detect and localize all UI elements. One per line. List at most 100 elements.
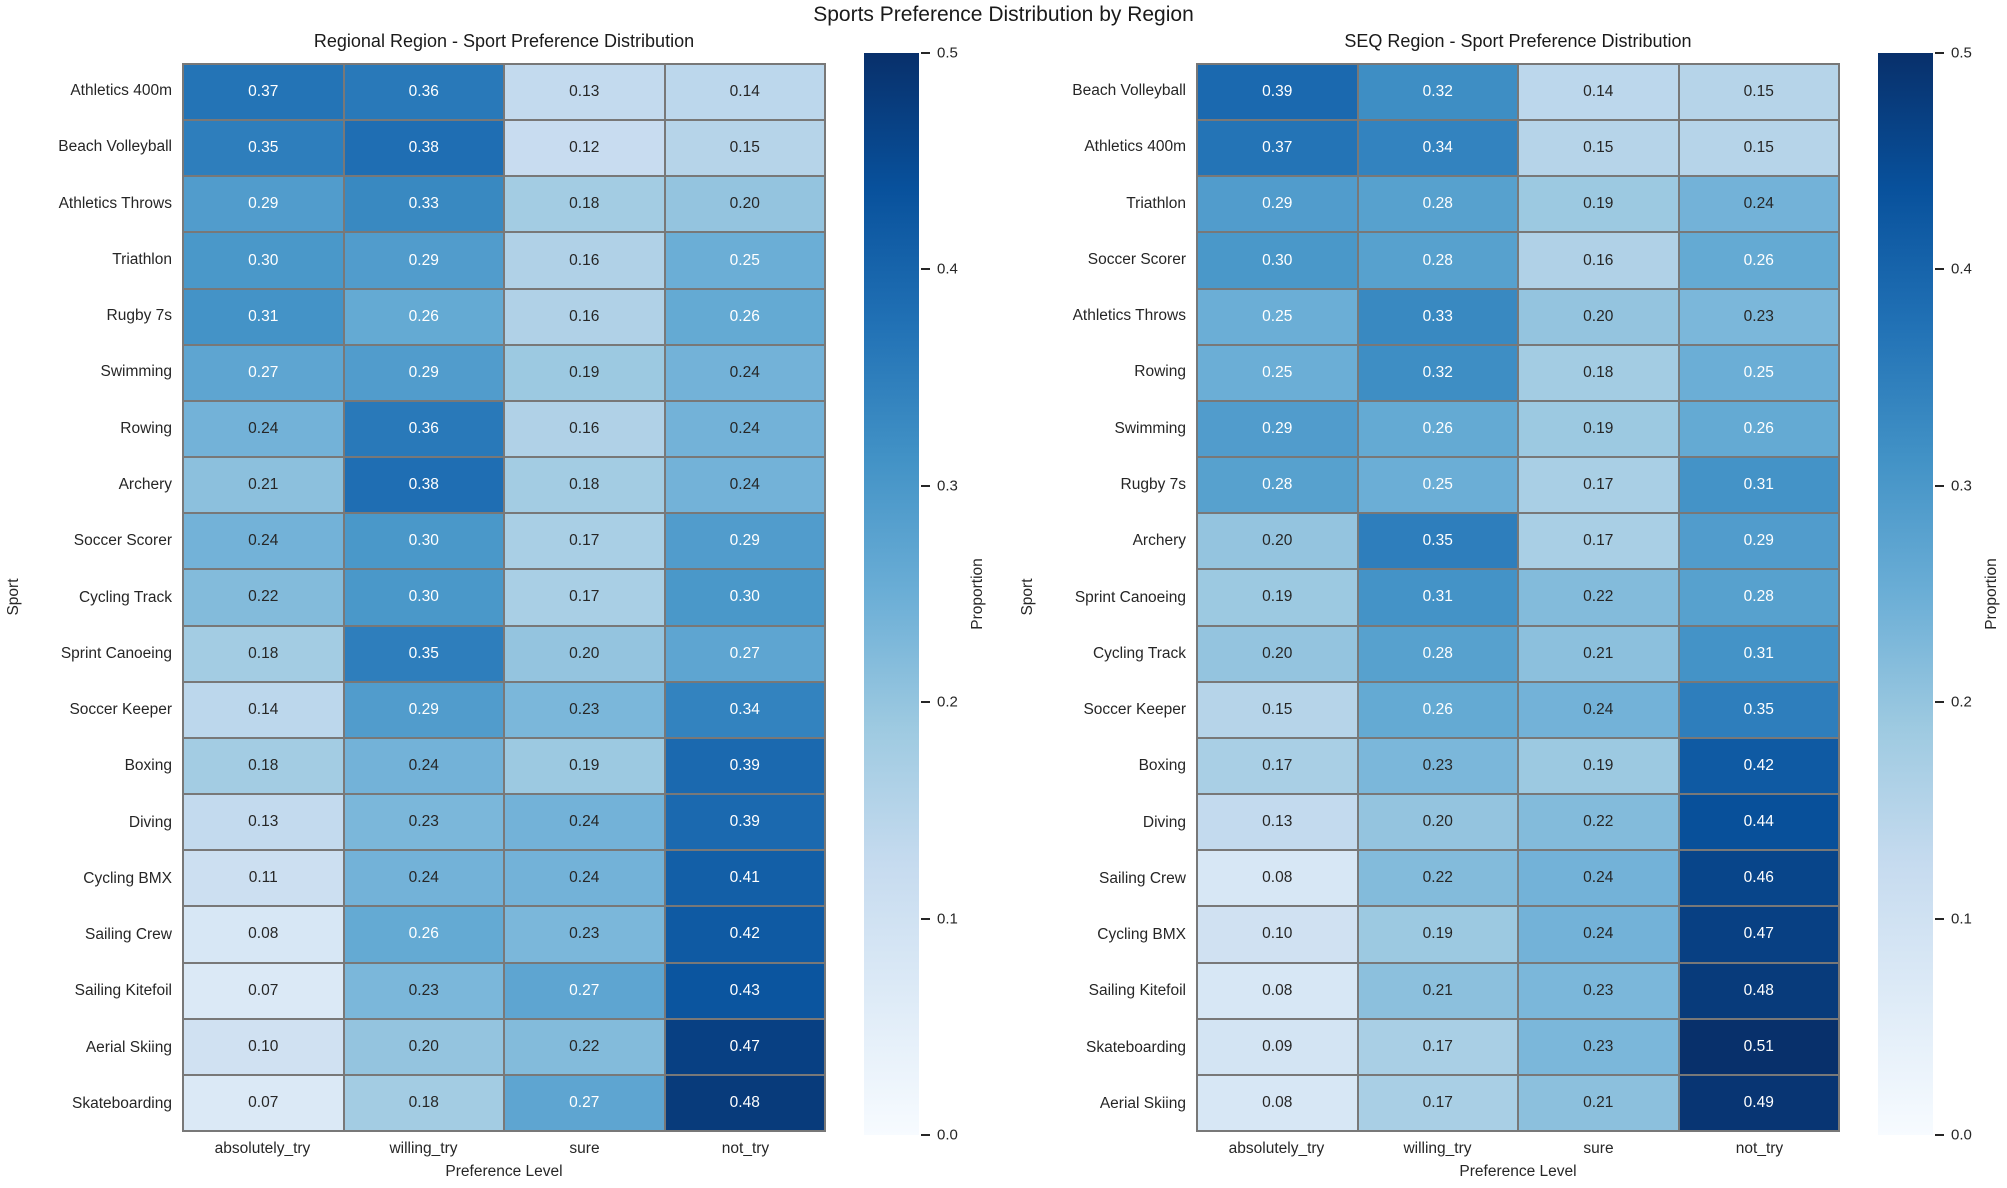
heatmap-cell: 0.17 — [505, 570, 664, 625]
heatmap-cell: 0.17 — [1198, 738, 1357, 794]
heatmap-cell: 0.29 — [1198, 177, 1357, 232]
colorbar — [1878, 53, 1933, 1135]
heatmap-cell: 0.36 — [344, 65, 503, 120]
heatmap-cell: 0.39 — [1198, 65, 1357, 120]
heatmap-cell: 0.24 — [665, 401, 824, 457]
colorbar-tick-mark — [1935, 484, 1944, 487]
heatmap-cell: 0.33 — [1358, 289, 1517, 344]
colorbar-tick-mark — [1935, 52, 1944, 54]
heatmap-cell: 0.39 — [665, 738, 824, 794]
row-label: Sailing Kitefoil — [74, 982, 172, 1000]
heatmap-cell: 0.20 — [1519, 289, 1678, 344]
row-label: Sprint Canoeing — [60, 644, 172, 662]
heatmap-cell: 0.18 — [505, 458, 664, 513]
colorbar-tick-label: 0.1 — [937, 910, 958, 928]
heatmap-cell: 0.20 — [1198, 514, 1357, 569]
heatmap-cell: 0.14 — [665, 65, 824, 120]
row-label: Cycling BMX — [1097, 926, 1186, 944]
heatmap-cell: 0.24 — [665, 458, 824, 513]
subplot-title: SEQ Region - Sport Preference Distributi… — [1344, 31, 1692, 51]
heatmap-cell: 0.28 — [1198, 458, 1357, 513]
subplot-title: Regional Region - Sport Preference Distr… — [313, 31, 695, 51]
heatmap-cell: 0.19 — [1519, 177, 1678, 232]
heatmap-cell: 0.21 — [1519, 626, 1678, 681]
heatmap-cell: 0.17 — [505, 514, 664, 569]
heatmap-cell: 0.48 — [1679, 963, 1838, 1018]
heatmap-cell: 0.21 — [1358, 963, 1517, 1018]
column-label: not_try — [1735, 1140, 1784, 1157]
colorbar-tick-label: 0.3 — [1951, 477, 1972, 495]
heatmap-cell: 0.49 — [1679, 1075, 1838, 1130]
heatmap-cell: 0.25 — [1198, 289, 1357, 344]
heatmap-cell: 0.31 — [1679, 626, 1838, 681]
heatmap-cell: 0.15 — [1198, 682, 1357, 737]
row-label: Boxing — [1138, 757, 1186, 775]
heatmap-cell: 0.35 — [344, 626, 503, 681]
heatmap-cell: 0.17 — [1519, 458, 1678, 513]
heatmap-cell: 0.18 — [184, 626, 343, 681]
heatmap-cell: 0.19 — [1198, 570, 1357, 625]
heatmap-cell: 0.20 — [665, 177, 824, 232]
colorbar-tick-mark — [1935, 268, 1944, 271]
heatmap-cell: 0.25 — [1679, 345, 1838, 400]
heatmap-cell: 0.26 — [1679, 401, 1838, 457]
row-label: Athletics 400m — [1084, 138, 1186, 156]
heatmap-cell: 0.17 — [1519, 514, 1678, 569]
row-label: Archery — [118, 475, 172, 493]
row-label: Cycling Track — [78, 588, 172, 606]
heatmap-cell: 0.30 — [344, 514, 503, 569]
heatmap-cell: 0.17 — [1358, 1075, 1517, 1130]
row-label: Rowing — [120, 419, 172, 437]
heatmap-cell: 0.15 — [1679, 65, 1838, 120]
heatmap-cell: 0.27 — [505, 963, 664, 1018]
heatmap-panel-regional: Regional Region - Sport Preference Distr… — [0, 0, 1003, 1188]
heatmap-cell: 0.23 — [505, 907, 664, 962]
colorbar-tick-mark — [1935, 1134, 1944, 1136]
heatmap-cell: 0.42 — [1679, 738, 1838, 794]
heatmap-cell: 0.29 — [1679, 514, 1838, 569]
heatmap-cell: 0.21 — [1519, 1075, 1678, 1130]
colorbar-tick-label: 0.2 — [937, 693, 958, 711]
column-label: sure — [1583, 1140, 1614, 1157]
heatmap-cell: 0.36 — [344, 401, 503, 457]
heatmap-cell: 0.20 — [505, 626, 664, 681]
heatmap-cell: 0.31 — [1358, 570, 1517, 625]
heatmap-cell: 0.25 — [665, 233, 824, 288]
row-label: Beach Volleyball — [1072, 82, 1186, 100]
heatmap-cell: 0.26 — [1358, 682, 1517, 737]
heatmap-cell: 0.44 — [1679, 795, 1838, 850]
colorbar-label: Proportion — [1983, 558, 2000, 630]
colorbar-tick-label: 0.3 — [937, 477, 958, 495]
row-label: Soccer Keeper — [1083, 701, 1186, 719]
colorbar-tick-mark — [921, 1134, 930, 1136]
heatmap-cell: 0.38 — [344, 458, 503, 513]
heatmap-cell: 0.14 — [184, 682, 343, 737]
heatmap-cell: 0.19 — [1519, 738, 1678, 794]
heatmap-cell: 0.19 — [1519, 401, 1678, 457]
heatmap-cell: 0.08 — [1198, 1075, 1357, 1130]
heatmap-cell: 0.30 — [344, 570, 503, 625]
heatmap-cell: 0.21 — [184, 458, 343, 513]
heatmap-cell: 0.23 — [1358, 738, 1517, 794]
row-label: Soccer Keeper — [69, 701, 172, 719]
row-label: Skateboarding — [1086, 1038, 1186, 1056]
heatmap-cell: 0.24 — [1519, 851, 1678, 906]
heatmap-cell: 0.08 — [184, 907, 343, 962]
heatmap-cell: 0.27 — [505, 1075, 664, 1130]
heatmap-cell: 0.35 — [1358, 514, 1517, 569]
row-label: Soccer Scorer — [1087, 250, 1186, 268]
column-label: not_try — [721, 1140, 770, 1157]
heatmap-cell: 0.10 — [1198, 907, 1357, 962]
heatmap-cell: 0.35 — [184, 121, 343, 176]
heatmap-cell: 0.30 — [184, 233, 343, 288]
colorbar-tick-label: 0.5 — [937, 44, 958, 62]
heatmap-cell: 0.19 — [505, 345, 664, 400]
colorbar — [864, 53, 919, 1135]
row-label: Archery — [1132, 532, 1186, 550]
colorbar-tick-mark — [1935, 917, 1944, 920]
row-label: Skateboarding — [72, 1094, 172, 1112]
heatmap-cell: 0.23 — [1679, 289, 1838, 344]
heatmap-cell: 0.37 — [184, 65, 343, 120]
heatmap-cell: 0.15 — [1519, 121, 1678, 176]
